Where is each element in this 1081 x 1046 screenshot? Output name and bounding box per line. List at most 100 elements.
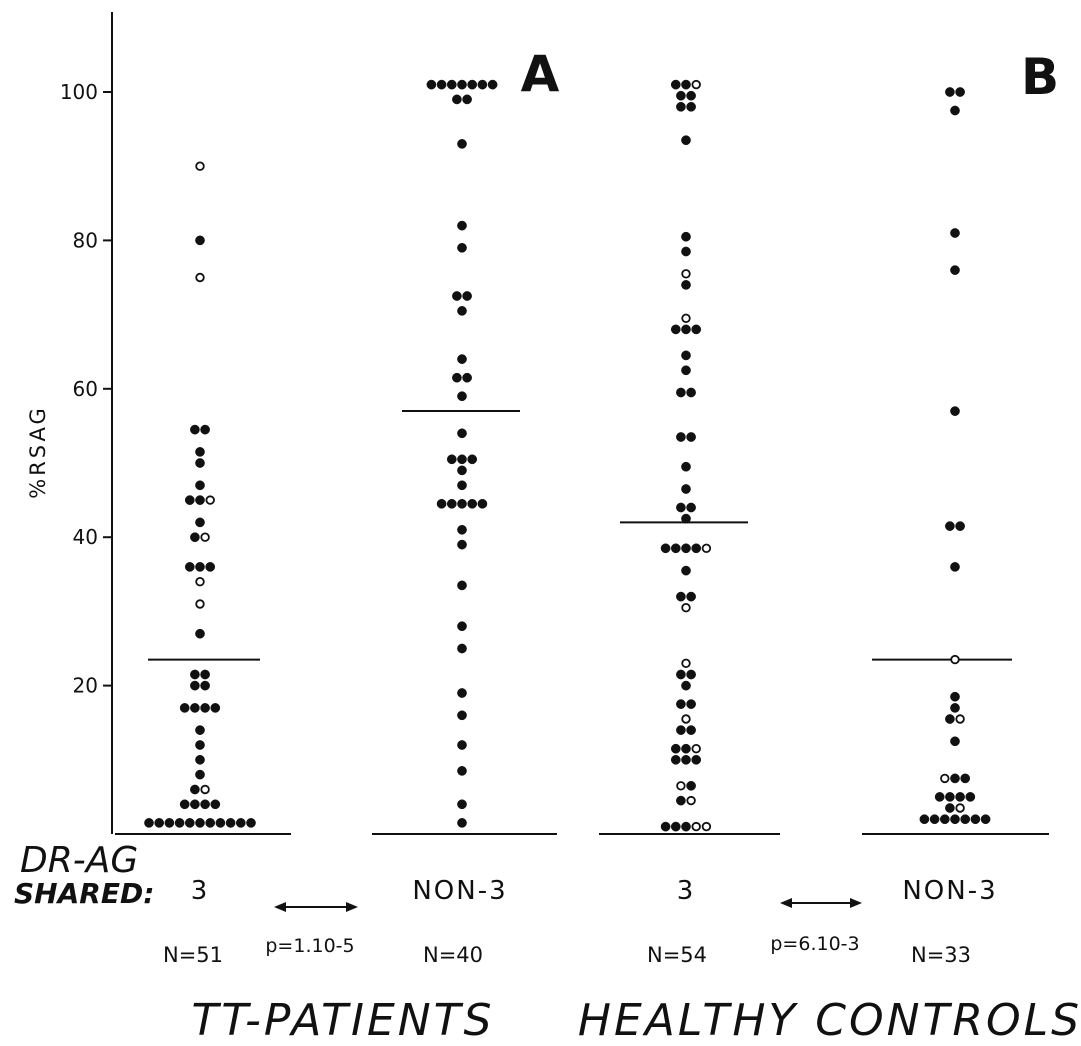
- data-point-filled: [681, 246, 691, 257]
- data-point-filled: [676, 432, 686, 442]
- data-point-filled: [457, 354, 467, 364]
- dr-ag-label: DR-AG: [20, 840, 138, 881]
- data-point-filled: [144, 818, 154, 828]
- data-point-filled: [681, 135, 691, 146]
- data-point-open: [200, 532, 210, 542]
- data-point-filled: [446, 79, 457, 90]
- y-tick-label: 80: [73, 228, 98, 252]
- data-point-open: [955, 803, 965, 813]
- data-point-filled: [190, 799, 200, 810]
- data-point-filled: [681, 754, 691, 765]
- data-point-open: [681, 603, 691, 613]
- data-point-filled: [195, 517, 205, 528]
- data-point-filled: [457, 539, 467, 550]
- data-point-filled: [676, 591, 686, 602]
- comparison-arrow-hc: [780, 898, 862, 908]
- comparison-arrow-tt: [274, 902, 358, 912]
- data-point-open: [681, 269, 691, 279]
- y-tick-label: 20: [73, 674, 98, 698]
- data-point-open: [195, 577, 205, 587]
- data-point-filled: [200, 799, 210, 810]
- data-point-filled: [457, 391, 467, 402]
- data-point-filled: [686, 669, 696, 680]
- data-point-filled: [195, 495, 205, 505]
- data-point-filled: [477, 79, 488, 90]
- data-point-filled: [190, 532, 200, 543]
- data-point-filled: [945, 792, 955, 802]
- data-point-filled: [205, 562, 216, 572]
- data-point-filled: [676, 90, 686, 101]
- data-point-filled: [457, 498, 467, 509]
- mean-lines: [148, 410, 1012, 661]
- data-point-filled: [686, 725, 696, 735]
- data-point-filled: [686, 432, 696, 442]
- data-point-filled: [660, 543, 671, 554]
- data-point-open: [195, 599, 205, 609]
- data-point-filled: [446, 498, 457, 509]
- data-point-filled: [452, 94, 462, 105]
- axes: 20 40 60 80 100: [60, 12, 113, 834]
- data-point-filled: [660, 821, 671, 832]
- data-point-open: [950, 654, 960, 665]
- data-point-open: [701, 821, 712, 832]
- data-point-filled: [670, 79, 681, 90]
- data-point-filled: [195, 458, 205, 468]
- data-point-filled: [467, 454, 478, 465]
- data-points: [144, 79, 991, 832]
- data-point-filled: [691, 754, 702, 765]
- data-point-filled: [200, 680, 210, 691]
- data-point-filled: [190, 424, 200, 435]
- data-point-filled: [457, 740, 467, 750]
- data-point-filled: [215, 818, 226, 828]
- data-point-filled: [477, 498, 488, 509]
- data-point-filled: [195, 725, 205, 735]
- data-point-filled: [681, 280, 691, 290]
- data-point-filled: [686, 387, 696, 398]
- data-point-filled: [467, 79, 478, 90]
- data-point-filled: [184, 818, 195, 828]
- data-point-filled: [426, 79, 437, 90]
- data-point-filled: [179, 703, 190, 713]
- data-point-filled: [686, 101, 696, 112]
- data-point-filled: [467, 498, 478, 509]
- data-point-open: [686, 795, 696, 806]
- data-point-filled: [950, 105, 960, 116]
- group-label-tt-non3: NON-3: [412, 876, 507, 906]
- data-point-filled: [955, 521, 965, 531]
- data-point-open: [195, 161, 205, 171]
- data-point-filled: [457, 643, 467, 654]
- data-point-filled: [950, 406, 960, 416]
- data-point-filled: [462, 291, 472, 301]
- y-tick-label: 100: [60, 80, 98, 104]
- data-point-filled: [934, 792, 945, 802]
- data-point-filled: [681, 324, 691, 335]
- data-point-filled: [950, 773, 960, 784]
- data-point-filled: [205, 818, 216, 828]
- data-point-filled: [184, 495, 195, 505]
- data-point-filled: [681, 513, 691, 524]
- group-label-hc-3: 3: [677, 876, 696, 906]
- data-point-filled: [681, 461, 691, 472]
- data-point-filled: [950, 814, 960, 825]
- data-point-filled: [955, 87, 965, 97]
- panel-label-b: B: [1021, 48, 1059, 106]
- data-point-filled: [945, 87, 955, 97]
- data-point-filled: [929, 814, 940, 825]
- data-point-filled: [452, 291, 462, 301]
- data-point-filled: [457, 220, 467, 231]
- data-point-filled: [195, 769, 205, 780]
- data-point-filled: [681, 231, 691, 242]
- data-point-filled: [950, 736, 960, 747]
- p-value-tt: p=1.10-5: [265, 935, 354, 957]
- data-point-filled: [676, 795, 686, 806]
- data-point-filled: [457, 79, 467, 90]
- y-tick-label: 60: [73, 377, 98, 401]
- data-point-filled: [436, 498, 447, 509]
- data-point-filled: [195, 235, 205, 246]
- data-point-filled: [195, 740, 205, 750]
- p-value-hc: p=6.10-3: [770, 933, 859, 955]
- data-point-filled: [681, 821, 691, 832]
- data-point-filled: [457, 799, 467, 810]
- data-point-filled: [686, 699, 696, 709]
